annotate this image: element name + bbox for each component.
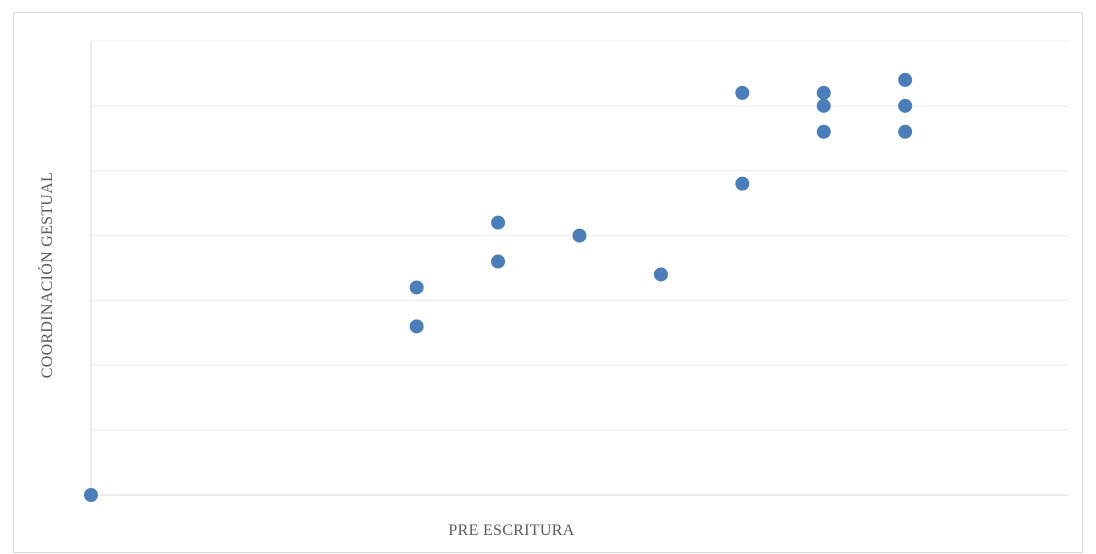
- data-point: [735, 85, 750, 100]
- data-point: [653, 267, 668, 282]
- data-point: [816, 85, 831, 100]
- data-point: [816, 98, 831, 113]
- data-point: [491, 215, 506, 230]
- y-axis-title: COORDINACIÓN GESTUAL: [37, 172, 56, 378]
- data-point: [409, 319, 424, 334]
- data-point: [409, 280, 424, 295]
- data-point: [491, 254, 506, 269]
- data-point: [898, 124, 913, 139]
- x-axis-title: PRE ESCRITURA: [448, 522, 574, 539]
- data-point: [898, 72, 913, 87]
- data-point: [84, 488, 98, 502]
- data-points: [84, 72, 913, 502]
- data-point: [572, 228, 587, 243]
- axes: [90, 41, 1068, 496]
- data-point: [816, 124, 831, 139]
- data-point: [735, 176, 750, 191]
- data-point: [898, 98, 913, 113]
